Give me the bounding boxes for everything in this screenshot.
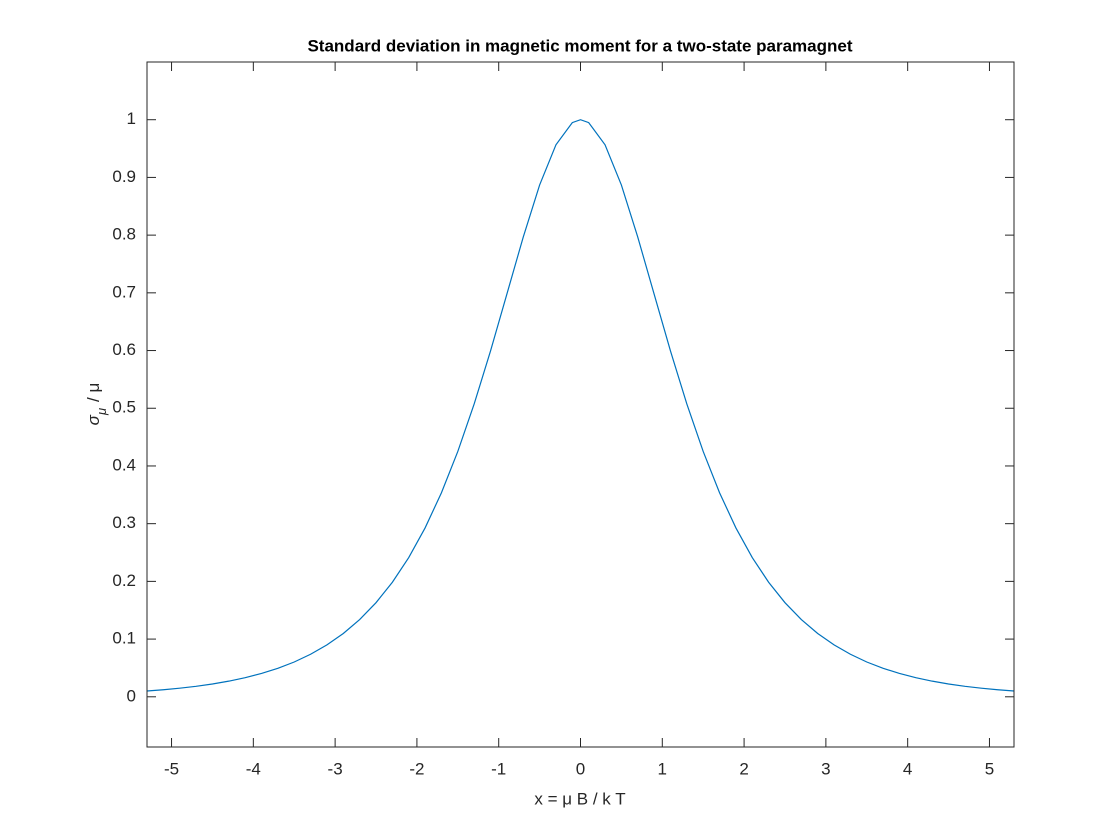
- x-tick-label: -2: [409, 759, 424, 778]
- x-tick-label: -5: [164, 759, 179, 778]
- y-tick-label: 0.7: [112, 282, 136, 301]
- y-tick-label: 0.9: [112, 167, 136, 186]
- y-tick-label: 0.5: [112, 398, 136, 417]
- x-tick-label: 2: [739, 759, 748, 778]
- y-label-rest: / μ: [84, 383, 103, 402]
- y-tick-label: 0.3: [112, 513, 136, 532]
- x-axis-label: x = μ B / k T: [534, 789, 625, 808]
- x-tick-label: 5: [985, 759, 994, 778]
- y-label-symbol: σ: [84, 414, 103, 425]
- y-tick-label: 0.1: [112, 629, 136, 648]
- y-tick-label: 0.2: [112, 571, 136, 590]
- data-line: [146, 119, 1015, 692]
- x-tick-label: 1: [658, 759, 667, 778]
- x-tick-label: 4: [903, 759, 912, 778]
- y-axis-label: σμ / μ: [84, 383, 109, 426]
- plot-frame: [146, 61, 1015, 748]
- y-tick-label: 0.4: [112, 455, 136, 474]
- x-tick-label: -4: [246, 759, 261, 778]
- y-label-subscript: μ: [94, 408, 109, 416]
- y-tick-label: 1: [127, 109, 136, 128]
- y-tick-label: 0: [127, 686, 136, 705]
- x-tick-label: 3: [821, 759, 830, 778]
- chart-title: Standard deviation in magnetic moment fo…: [307, 36, 852, 55]
- y-tick-label: 0.8: [112, 225, 136, 244]
- x-tick-label: 0: [576, 759, 585, 778]
- y-tick-label: 0.6: [112, 340, 136, 359]
- x-tick-label: -3: [328, 759, 343, 778]
- x-tick-label: -1: [491, 759, 506, 778]
